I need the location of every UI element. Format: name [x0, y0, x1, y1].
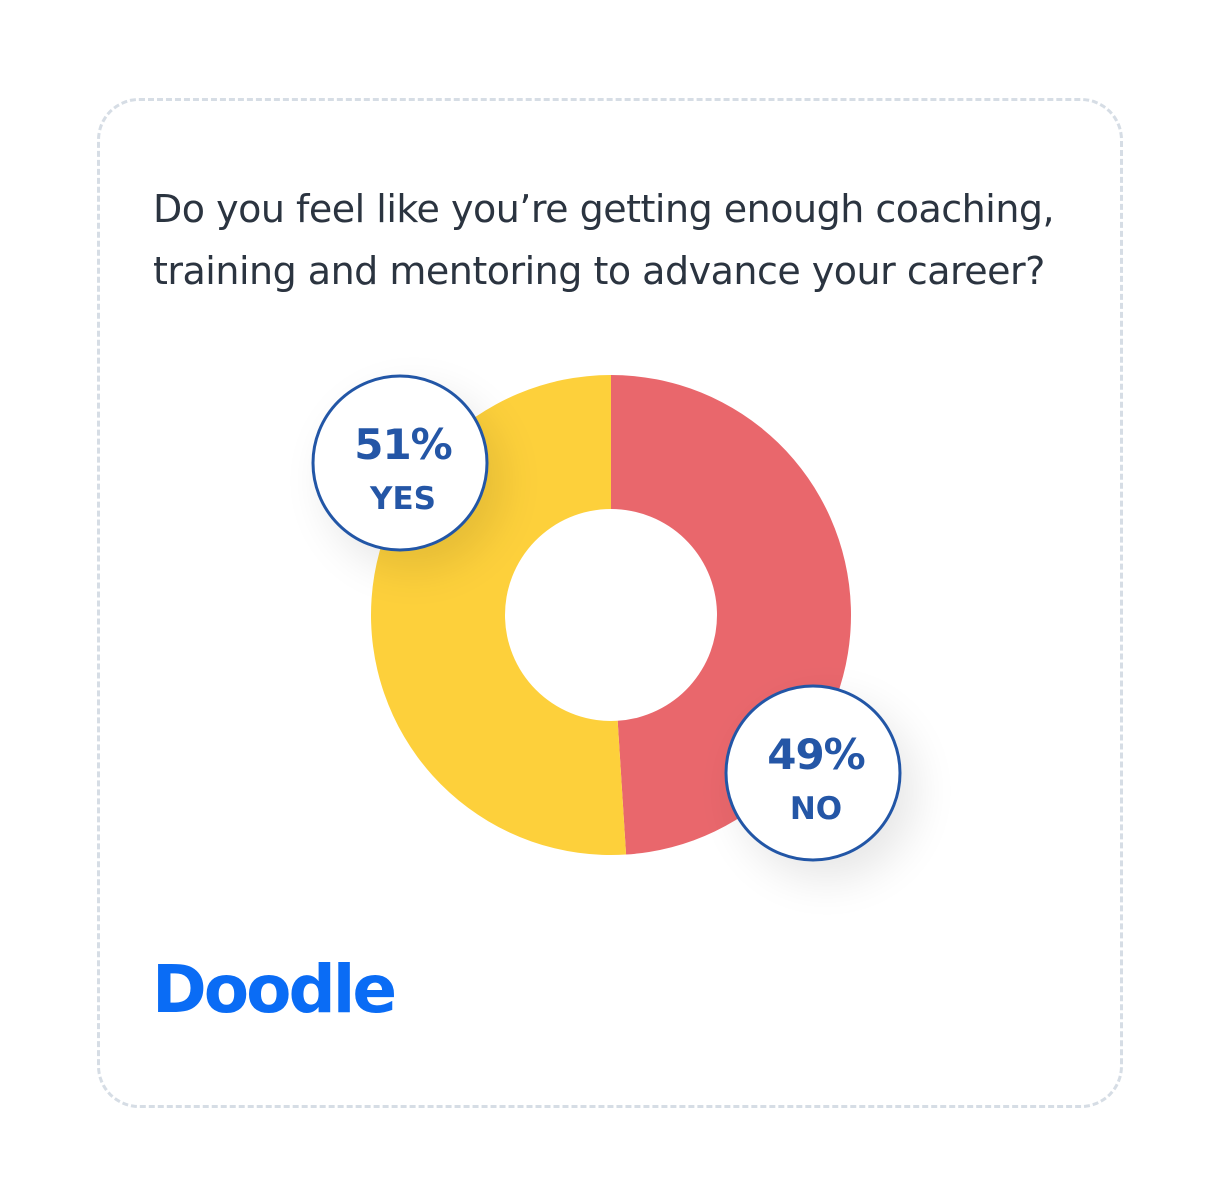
chart-title-line-1: Do you feel like you’re getting enough c…	[153, 187, 1055, 231]
data-label-category-yes: YES	[369, 481, 436, 517]
doodle-logo: Doodle	[152, 951, 397, 1028]
data-label-circle-no	[724, 684, 902, 862]
card-frame	[97, 98, 1123, 1108]
data-label-circle-yes	[311, 374, 489, 552]
data-label-category-no: NO	[790, 791, 842, 827]
data-labels: 49% NO 51% YES	[311, 374, 902, 862]
chart-title-line-2: training and mentoring to advance your c…	[153, 249, 1045, 293]
data-label-percent-no: 49%	[767, 730, 865, 779]
data-label-no: 49% NO	[724, 684, 902, 862]
chart-title: Do you feel like you’re getting enough c…	[153, 178, 1113, 302]
data-label-percent-yes: 51%	[354, 420, 452, 469]
data-label-yes: 51% YES	[311, 374, 489, 552]
